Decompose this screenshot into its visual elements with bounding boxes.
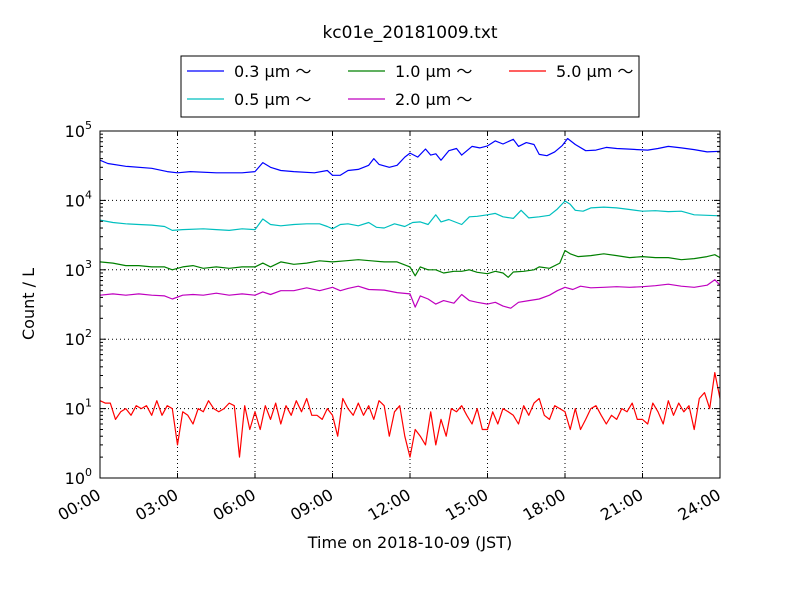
x-tick-label: 12:00	[365, 485, 414, 525]
series-line-3	[99, 249, 721, 278]
chart-title: kc01e_20181009.txt	[322, 23, 497, 43]
y-tick-exponent: 0	[85, 466, 92, 479]
y-tick-base: 10	[65, 400, 85, 419]
x-tick-label: 00:00	[55, 485, 104, 525]
x-tick-label: 15:00	[442, 485, 491, 525]
y-tick-label: 102	[65, 327, 92, 349]
series-line-1	[99, 137, 721, 176]
x-axis-label: Time on 2018-10-09 (JST)	[307, 533, 512, 552]
legend-label-3: 1.0 μm ～	[395, 62, 472, 81]
legend-label-2: 0.5 μm ～	[234, 90, 311, 109]
y-axis-label: Count / L	[19, 268, 38, 340]
y-tick-label: 100	[65, 466, 92, 488]
y-tick-base: 10	[65, 261, 85, 280]
y-tick-base: 10	[65, 469, 85, 488]
y-tick-base: 10	[65, 122, 85, 141]
x-tick-label: 09:00	[287, 485, 336, 525]
x-tick-label: 21:00	[597, 485, 646, 525]
legend: 0.3 μm ～ 0.5 μm ～ 1.0 μm ～ 2.0 μm ～ 5.0 μm ～	[180, 55, 640, 118]
series-line-2	[99, 200, 721, 231]
x-tick-label: 06:00	[210, 485, 259, 525]
grid-lines	[100, 131, 720, 478]
legend-label-4: 2.0 μm ～	[395, 90, 472, 109]
y-tick-exponent: 4	[85, 188, 92, 201]
y-tick-exponent: 2	[85, 327, 92, 340]
axis-ticks	[99, 130, 721, 479]
y-tick-label: 103	[65, 258, 92, 280]
y-tick-label: 104	[65, 188, 92, 210]
y-tick-base: 10	[65, 191, 85, 210]
legend-box	[180, 55, 640, 118]
series-lines	[99, 137, 721, 458]
series-line-4	[99, 279, 721, 309]
x-tick-label: 03:00	[132, 485, 181, 525]
y-tick-exponent: 3	[85, 258, 92, 271]
legend-label-1: 0.3 μm ～	[234, 62, 311, 81]
y-tick-base: 10	[65, 330, 85, 349]
series-line-5	[99, 372, 721, 458]
y-tick-exponent: 1	[85, 397, 92, 410]
legend-label-5: 5.0 μm ～	[556, 62, 633, 81]
x-tick-label: 24:00	[675, 485, 724, 525]
x-tick-label: 18:00	[520, 485, 569, 525]
y-tick-exponent: 5	[85, 119, 92, 132]
x-tick-labels: 00:00 03:00 06:00 09:00 12:00 15:00 18:00 21:00…	[55, 485, 724, 525]
y-tick-label: 101	[65, 397, 92, 419]
y-tick-label: 105	[65, 119, 92, 141]
